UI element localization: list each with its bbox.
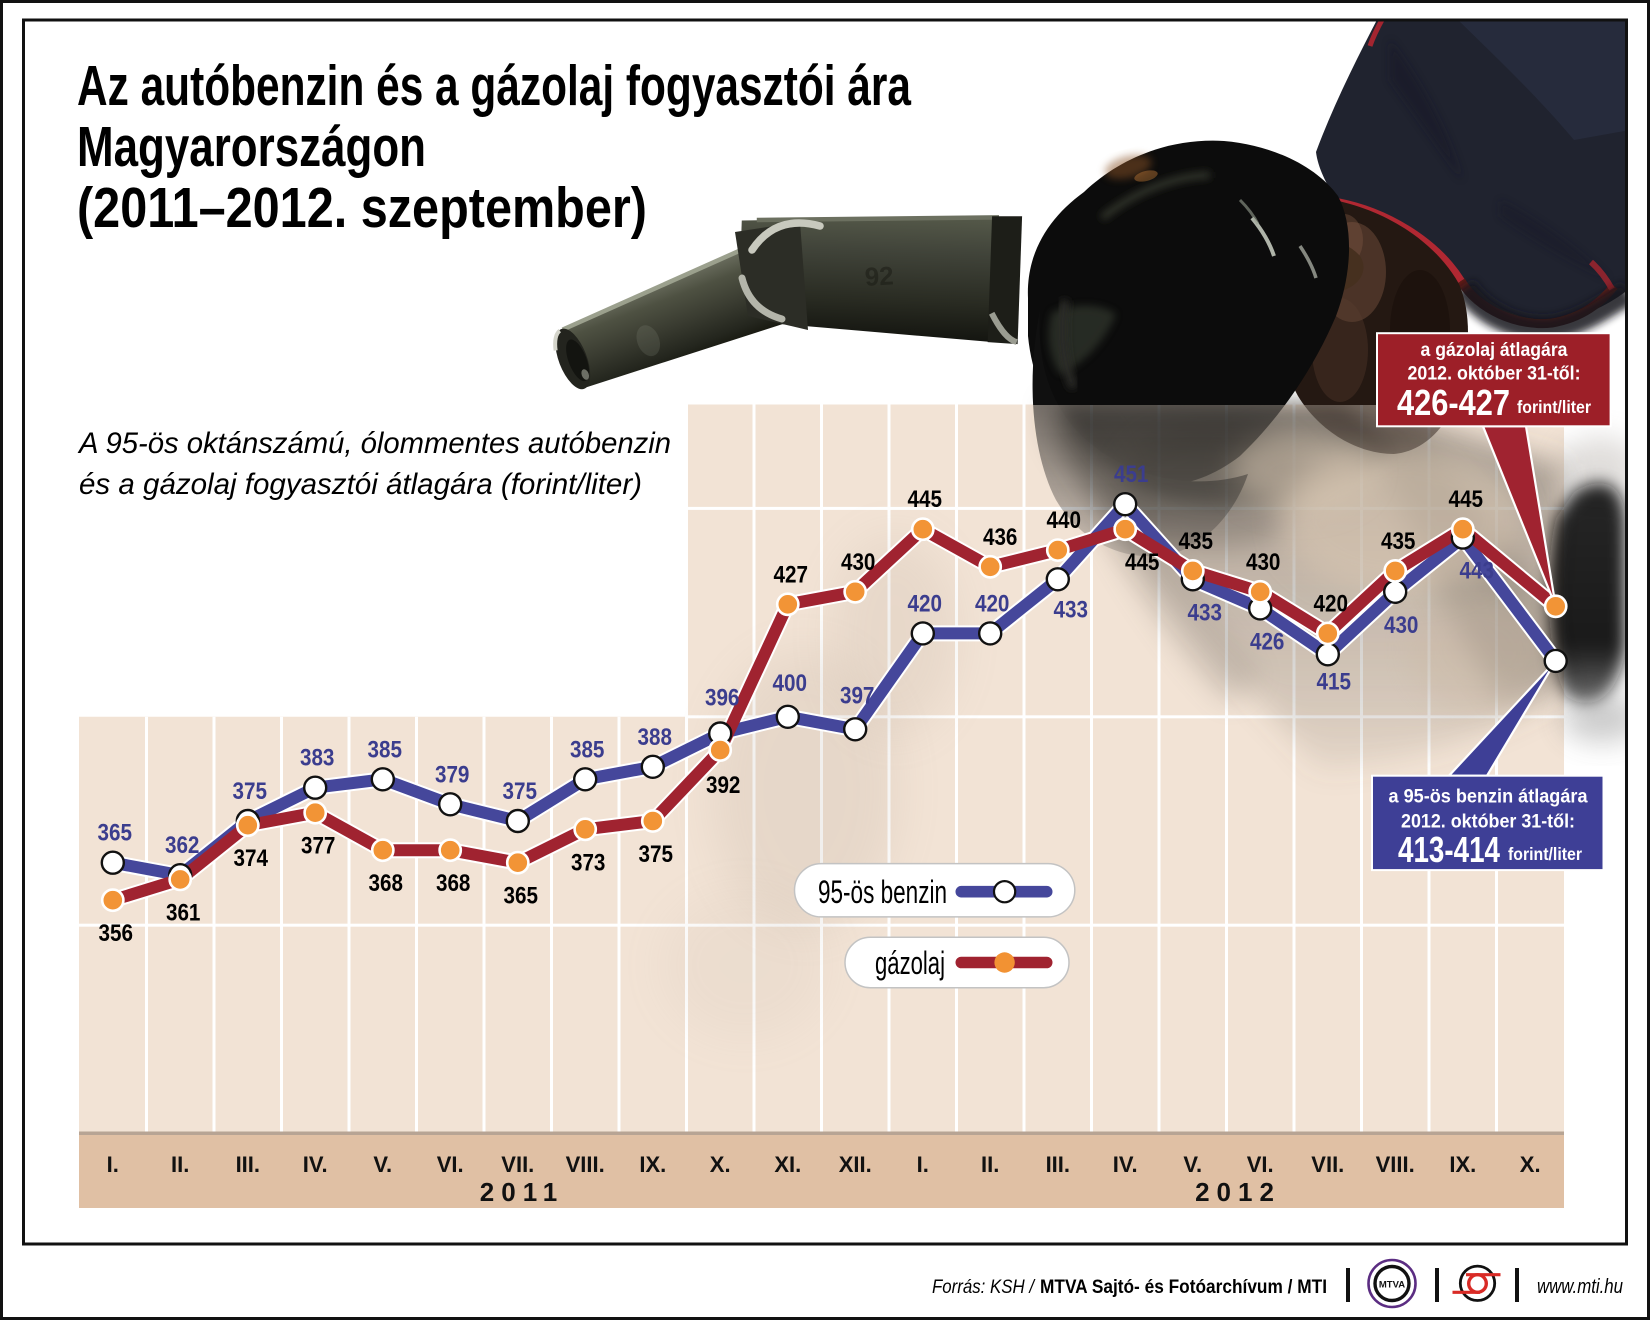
svg-text:400: 400 xyxy=(773,670,808,697)
svg-text:95-ös benzin: 95-ös benzin xyxy=(818,874,947,910)
svg-text:www.mti.hu: www.mti.hu xyxy=(1537,1276,1623,1298)
svg-text:356: 356 xyxy=(99,920,134,947)
svg-text:373: 373 xyxy=(571,849,606,876)
svg-text:II.: II. xyxy=(981,1152,999,1177)
svg-text:435: 435 xyxy=(1381,528,1416,555)
svg-text:427: 427 xyxy=(774,561,809,588)
svg-text:374: 374 xyxy=(234,845,269,872)
svg-text:Az autóbenzin és a gázolaj fog: Az autóbenzin és a gázolaj fogyasztói ár… xyxy=(77,54,912,118)
svg-text:451: 451 xyxy=(1114,461,1149,488)
svg-text:392: 392 xyxy=(706,772,741,799)
svg-text:XII.: XII. xyxy=(839,1152,872,1177)
svg-text:III.: III. xyxy=(236,1152,260,1177)
svg-text:430: 430 xyxy=(1246,549,1281,576)
svg-text:VII.: VII. xyxy=(501,1152,534,1177)
svg-text:2012. október 31-től:: 2012. október 31-től: xyxy=(1408,363,1581,385)
svg-text:2012. október 31-től:: 2012. október 31-től: xyxy=(1401,811,1575,833)
svg-text:V.: V. xyxy=(1183,1152,1202,1177)
svg-text:IV.: IV. xyxy=(1113,1152,1138,1177)
svg-text:375: 375 xyxy=(503,778,538,805)
svg-text:MTVA: MTVA xyxy=(1379,1280,1405,1291)
svg-text:426: 426 xyxy=(1250,628,1285,655)
svg-text:I.: I. xyxy=(917,1152,929,1177)
svg-text:IX.: IX. xyxy=(1449,1152,1476,1177)
svg-text:X.: X. xyxy=(710,1152,731,1177)
svg-text:420: 420 xyxy=(975,590,1010,617)
svg-text:A 95-ös oktánszámú, ólommentes: A 95-ös oktánszámú, ólommentes autóbenzi… xyxy=(77,427,671,460)
svg-text:377: 377 xyxy=(301,833,336,860)
svg-text:396: 396 xyxy=(705,685,740,712)
svg-text:443: 443 xyxy=(1460,558,1495,585)
svg-text:forint/liter: forint/liter xyxy=(1508,844,1582,864)
svg-text:VII.: VII. xyxy=(1311,1152,1344,1177)
svg-text:445: 445 xyxy=(908,486,943,513)
svg-text:II.: II. xyxy=(171,1152,189,1177)
svg-text:a 95-ös benzin átlagára: a 95-ös benzin átlagára xyxy=(1389,786,1588,808)
svg-text:379: 379 xyxy=(435,761,470,788)
svg-text:VIII.: VIII. xyxy=(566,1152,605,1177)
svg-text:III.: III. xyxy=(1046,1152,1070,1177)
svg-text:385: 385 xyxy=(570,736,605,763)
svg-text:433: 433 xyxy=(1188,599,1223,626)
svg-text:VI.: VI. xyxy=(1247,1152,1274,1177)
svg-text:413-414: 413-414 xyxy=(1398,829,1500,870)
svg-text:92: 92 xyxy=(864,260,894,291)
svg-text:420: 420 xyxy=(908,590,943,617)
svg-text:365: 365 xyxy=(504,883,539,910)
svg-text:445: 445 xyxy=(1125,549,1160,576)
svg-text:Forrás: KSH /: Forrás: KSH / xyxy=(932,1276,1036,1298)
svg-text:IX.: IX. xyxy=(639,1152,666,1177)
svg-text:2012: 2012 xyxy=(1195,1177,1281,1207)
svg-text:385: 385 xyxy=(368,736,403,763)
svg-text:430: 430 xyxy=(1384,612,1419,639)
svg-text:I.: I. xyxy=(107,1152,119,1177)
svg-text:415: 415 xyxy=(1317,668,1352,695)
svg-text:397: 397 xyxy=(840,682,875,709)
svg-text:435: 435 xyxy=(1179,528,1214,555)
svg-text:X.: X. xyxy=(1520,1152,1541,1177)
svg-text:és a gázolaj fogyasztói átlagá: és a gázolaj fogyasztói átlagára (forint… xyxy=(79,468,642,501)
svg-text:383: 383 xyxy=(300,745,335,772)
svg-text:420: 420 xyxy=(1314,590,1349,617)
svg-text:(2011–2012. szeptember): (2011–2012. szeptember) xyxy=(77,176,647,240)
svg-text:gázolaj: gázolaj xyxy=(875,945,945,981)
svg-text:IV.: IV. xyxy=(303,1152,328,1177)
svg-text:368: 368 xyxy=(436,870,471,897)
svg-text:388: 388 xyxy=(638,724,673,751)
svg-text:a gázolaj átlagára: a gázolaj átlagára xyxy=(1421,339,1568,361)
svg-text:VIII.: VIII. xyxy=(1376,1152,1415,1177)
svg-text:436: 436 xyxy=(983,524,1018,551)
svg-text:2011: 2011 xyxy=(480,1177,564,1207)
svg-text:426-427: 426-427 xyxy=(1397,382,1510,423)
svg-text:440: 440 xyxy=(1047,507,1082,534)
svg-text:361: 361 xyxy=(166,899,201,926)
svg-text:365: 365 xyxy=(98,820,133,847)
svg-text:368: 368 xyxy=(369,870,404,897)
svg-text:433: 433 xyxy=(1054,596,1089,623)
svg-text:XI.: XI. xyxy=(774,1152,801,1177)
svg-text:430: 430 xyxy=(841,549,876,576)
svg-text:V.: V. xyxy=(373,1152,392,1177)
svg-text:445: 445 xyxy=(1449,486,1484,513)
svg-text:375: 375 xyxy=(233,778,268,805)
svg-text:Magyarországon: Magyarországon xyxy=(77,115,426,179)
svg-text:375: 375 xyxy=(639,841,674,868)
svg-text:362: 362 xyxy=(165,832,200,859)
svg-text:VI.: VI. xyxy=(437,1152,464,1177)
svg-text:MTVA Sajtó- és Fotóarchívum /: MTVA Sajtó- és Fotóarchívum / MTI xyxy=(1040,1276,1327,1298)
svg-text:forint/liter: forint/liter xyxy=(1517,397,1591,417)
